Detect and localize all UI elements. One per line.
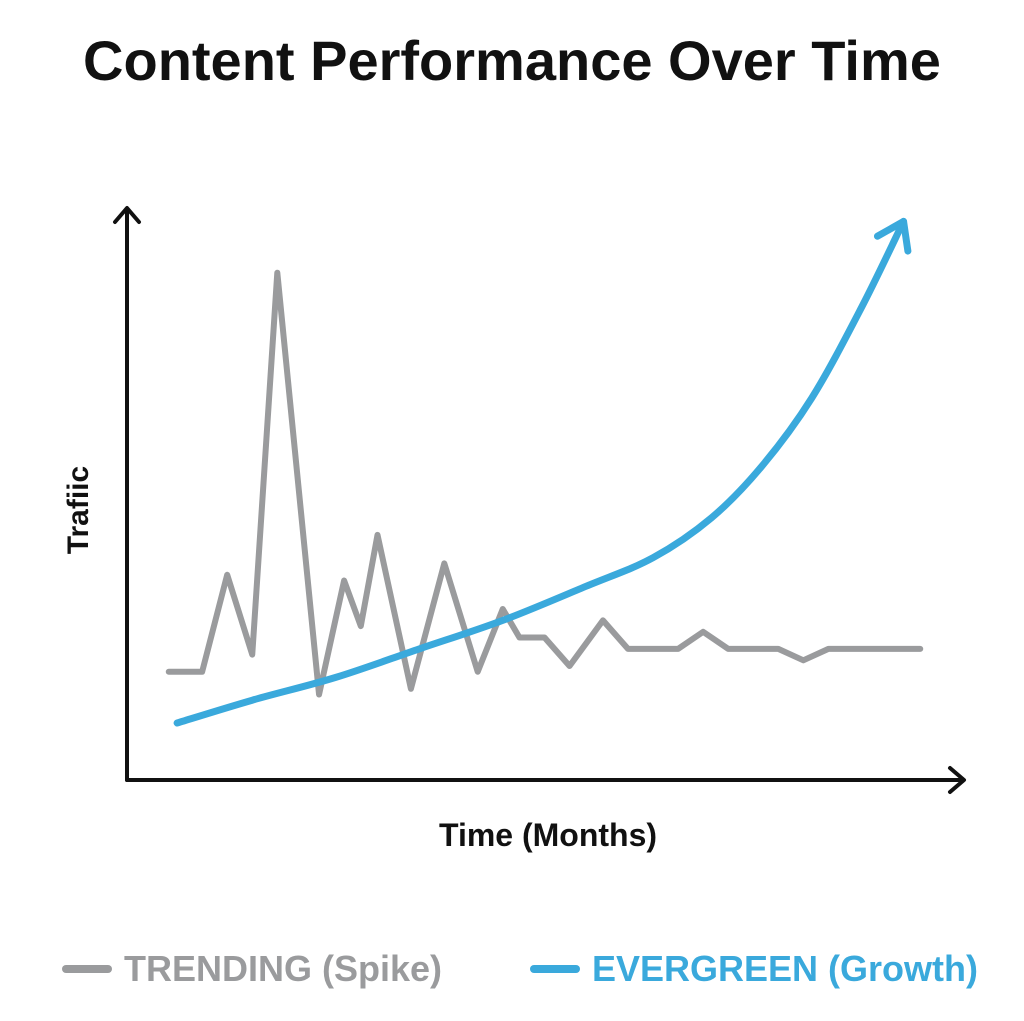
legend-label-trending: TRENDING (Spike) [124, 948, 443, 989]
legend-swatch-trending [62, 965, 112, 973]
series-line-trending [165, 269, 924, 698]
legend-item-evergreen: EVERGREEN (Growth) [530, 948, 978, 990]
legend-swatch-evergreen [530, 965, 580, 973]
legend-item-trending: TRENDING (Spike) [62, 948, 442, 990]
chart-title: Content Performance Over Time [83, 29, 941, 92]
x-axis-label: Time (Months) [439, 817, 657, 853]
legend: TRENDING (Spike) EVERGREEN (Growth) [0, 948, 1024, 998]
series-layer [165, 217, 924, 727]
x-axis-arrowhead [948, 766, 966, 794]
evergreen-arrowhead [873, 217, 912, 255]
series-line-evergreen [173, 217, 908, 727]
legend-label-evergreen: EVERGREEN (Growth) [592, 948, 979, 989]
y-axis-arrowhead [113, 206, 141, 224]
y-axis-label: Trafiic [62, 466, 95, 554]
